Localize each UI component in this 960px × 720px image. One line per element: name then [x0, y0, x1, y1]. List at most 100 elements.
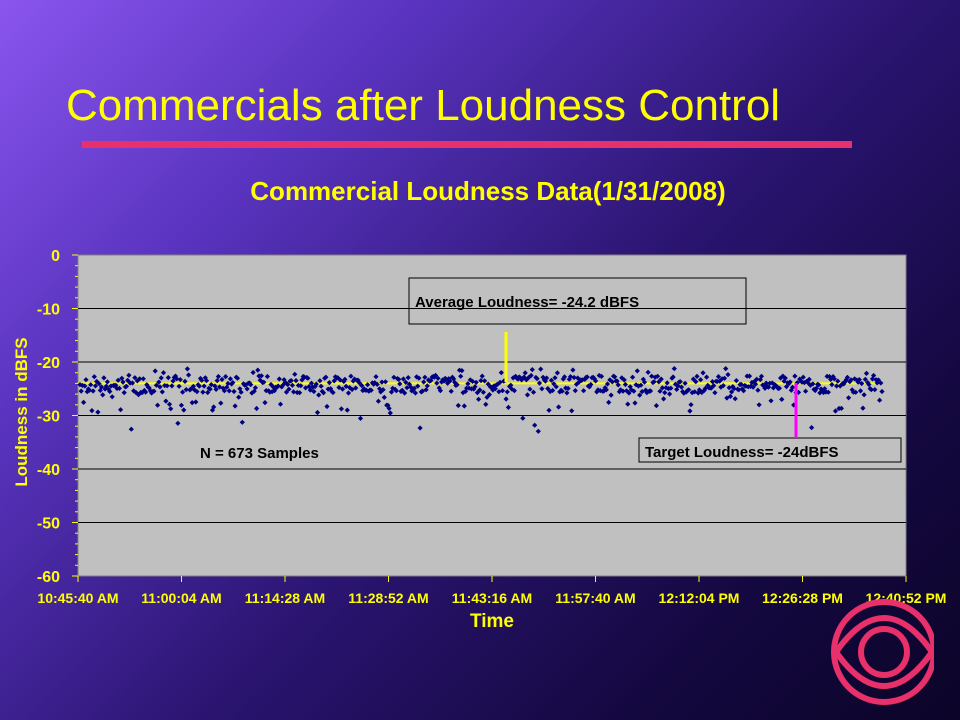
data-point [696, 387, 702, 393]
data-point [126, 372, 132, 378]
data-point [782, 375, 788, 381]
data-point [788, 387, 794, 393]
data-point [741, 388, 747, 394]
data-point [412, 390, 418, 396]
data-point [655, 373, 661, 379]
data-point [528, 372, 534, 379]
data-point [269, 389, 275, 395]
data-point [852, 376, 858, 382]
data-point [461, 403, 467, 409]
data-point [534, 376, 540, 382]
data-point [121, 390, 127, 396]
data-point [725, 372, 731, 378]
data-point [316, 392, 322, 398]
data-point [849, 387, 855, 393]
data-point [842, 379, 848, 385]
data-point [804, 378, 810, 384]
data-point [232, 403, 238, 409]
data-point [336, 384, 342, 391]
data-point [659, 385, 665, 391]
data-point [445, 380, 451, 386]
data-point [172, 373, 179, 379]
data-point [825, 389, 831, 395]
data-point [640, 376, 646, 382]
data-point [859, 380, 865, 387]
data-point [776, 385, 782, 391]
data-point [763, 380, 769, 386]
data-point [109, 394, 115, 400]
data-point [861, 392, 867, 398]
data-point [451, 376, 457, 382]
data-point [371, 381, 377, 387]
data-point [250, 369, 256, 376]
data-point [755, 387, 761, 393]
data-point [597, 388, 603, 394]
data-point [180, 389, 186, 395]
minor-ticks [75, 254, 78, 577]
data-point [546, 407, 552, 413]
data-point [625, 401, 631, 407]
data-point [593, 378, 599, 384]
data-point [393, 388, 399, 394]
data-point [165, 375, 171, 381]
data-point [375, 398, 381, 404]
data-point [497, 379, 503, 385]
data-point [522, 370, 528, 376]
data-point [236, 394, 242, 400]
data-point [581, 388, 587, 394]
data-point [675, 383, 681, 389]
data-point [390, 385, 396, 391]
data-point [800, 374, 806, 380]
data-point [404, 385, 410, 391]
data-point [377, 386, 383, 392]
data-point [301, 374, 307, 380]
data-point [318, 383, 324, 389]
data-point [234, 375, 241, 381]
data-point [200, 389, 206, 395]
data-point [496, 389, 502, 395]
data-point [609, 379, 615, 385]
data-point [343, 383, 349, 389]
data-point [690, 376, 696, 382]
data-point [705, 382, 711, 388]
data-point [499, 388, 506, 394]
data-point [624, 388, 630, 394]
data-point [874, 380, 880, 386]
data-point [403, 379, 409, 385]
data-point [795, 389, 802, 395]
data-point [297, 390, 303, 396]
data-point [95, 409, 101, 415]
data-point [770, 385, 776, 391]
data-point [571, 374, 577, 381]
data-point [374, 381, 380, 387]
data-point [630, 374, 636, 380]
data-point [510, 375, 516, 381]
data-point [128, 426, 134, 432]
data-point [879, 388, 885, 395]
data-point [678, 384, 685, 390]
x-tick-label: 11:14:28 AM [245, 590, 325, 606]
data-point [153, 382, 159, 388]
data-point [115, 377, 121, 383]
data-point [681, 390, 687, 396]
data-point [368, 387, 374, 393]
data-point [854, 377, 860, 383]
data-point [556, 404, 562, 410]
data-point [435, 375, 441, 381]
data-point [101, 375, 107, 381]
data-point [292, 371, 298, 377]
data-point [797, 376, 803, 382]
data-point [829, 382, 835, 388]
data-point [871, 372, 877, 379]
data-point [421, 379, 427, 385]
data-point [806, 376, 812, 382]
data-point [264, 373, 270, 380]
data-point [275, 383, 281, 389]
data-point [783, 384, 790, 390]
y-tick-label: 0 [51, 248, 60, 265]
data-point [88, 382, 94, 388]
data-point [671, 366, 677, 372]
data-point [473, 379, 479, 385]
data-point [326, 380, 332, 386]
data-point [688, 402, 694, 408]
